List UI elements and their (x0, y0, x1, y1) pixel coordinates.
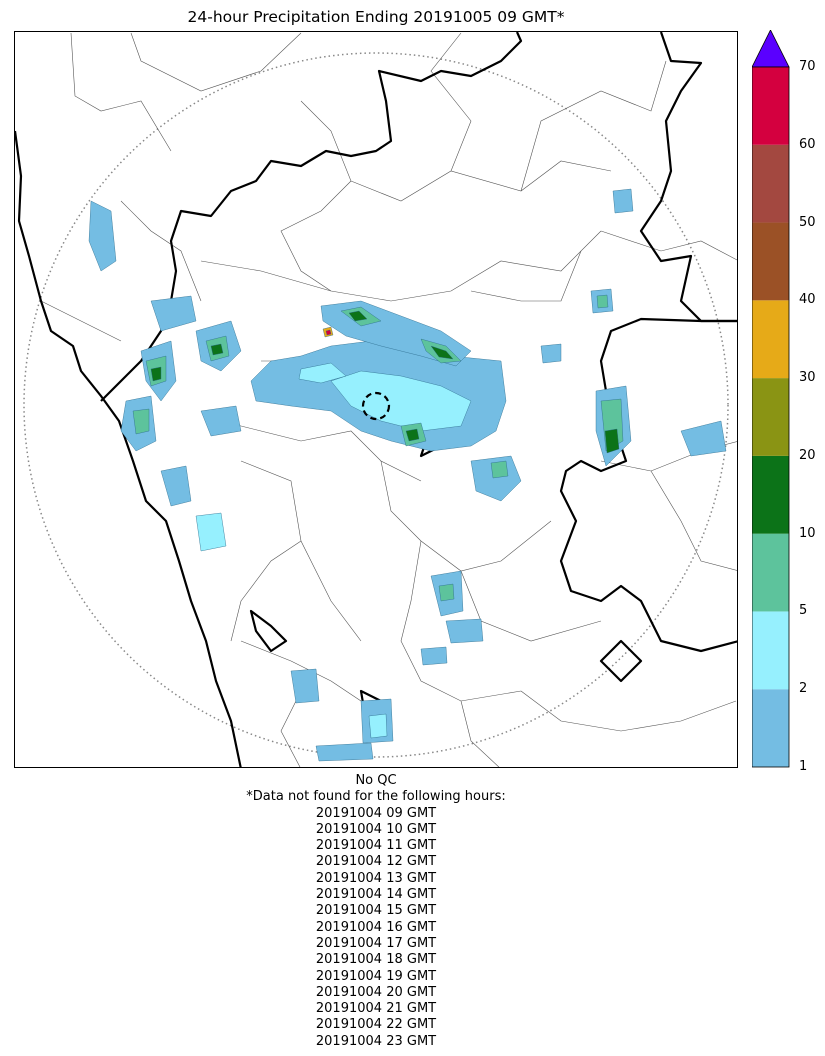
colorbar-tick-label: 2 (799, 681, 808, 697)
colorbar-segment (752, 300, 789, 379)
colorbar-tick-label: 10 (799, 525, 816, 541)
qc-status: No QC (355, 773, 397, 788)
colorbar-segment (752, 378, 789, 456)
colorbar-extend-triangle (752, 30, 790, 68)
missing-hour-item: 20191004 13 GMT (315, 870, 437, 886)
missing-hour-item: 20191004 09 GMT (315, 805, 437, 821)
missing-hour-item: 20191004 17 GMT (315, 935, 437, 951)
missing-hour-item: 20191004 11 GMT (315, 838, 437, 854)
colorbar-tick-label: 60 (799, 136, 816, 152)
missing-hour-item: 20191004 15 GMT (315, 903, 437, 919)
radar-map (14, 31, 738, 768)
precipitation-field (88, 188, 727, 762)
colorbar-tick-label: 40 (799, 292, 816, 308)
missing-hour-item: 20191004 14 GMT (315, 887, 437, 903)
map-canvas (15, 32, 737, 767)
missing-hour-item: 20191004 18 GMT (315, 952, 437, 968)
chart-title: 24-hour Precipitation Ending 20191005 09… (187, 8, 565, 26)
missing-hour-item: 20191004 23 GMT (315, 1033, 437, 1049)
colorbar-segment (752, 533, 789, 612)
colorbar-tick-label: 5 (799, 603, 808, 619)
missing-hour-item: 20191004 10 GMT (315, 821, 437, 837)
colorbar-segment (752, 144, 789, 223)
colorbar-segment (752, 611, 789, 690)
colorbar-tick-label: 30 (799, 370, 816, 386)
colorbar (752, 30, 790, 768)
footer-notes: No QC *Data not found for the following … (0, 773, 752, 1050)
colorbar-segment (752, 689, 789, 767)
colorbar-segment (752, 67, 789, 145)
south-rain-cells (470, 455, 522, 502)
colorbar-tick-label: 20 (799, 447, 816, 463)
missing-hour-item: 20191004 12 GMT (315, 854, 437, 870)
colorbar-tick-label: 50 (799, 214, 816, 230)
colorbar-segments (752, 67, 789, 767)
colorbar-segment (752, 455, 789, 534)
missing-hour-item: 20191004 16 GMT (315, 919, 437, 935)
colorbar-tick-label: 70 (799, 59, 816, 74)
district-boundaries (40, 32, 737, 767)
radar-range-ring (23, 52, 729, 758)
missing-hour-item: 20191004 19 GMT (315, 968, 437, 984)
missing-hours-list: 20191004 09 GMT 20191004 10 GMT 20191004 1… (0, 806, 752, 1050)
colorbar-segment (752, 222, 789, 301)
missing-hour-item: 20191004 20 GMT (315, 984, 437, 1000)
missing-hour-item: 20191004 22 GMT (315, 1017, 437, 1033)
missing-data-header: *Data not found for the following hours: (246, 789, 506, 805)
missing-hour-item: 20191004 21 GMT (315, 1001, 437, 1017)
colorbar-tick-label: 1 (799, 759, 808, 774)
radar-location-marker (361, 391, 391, 421)
